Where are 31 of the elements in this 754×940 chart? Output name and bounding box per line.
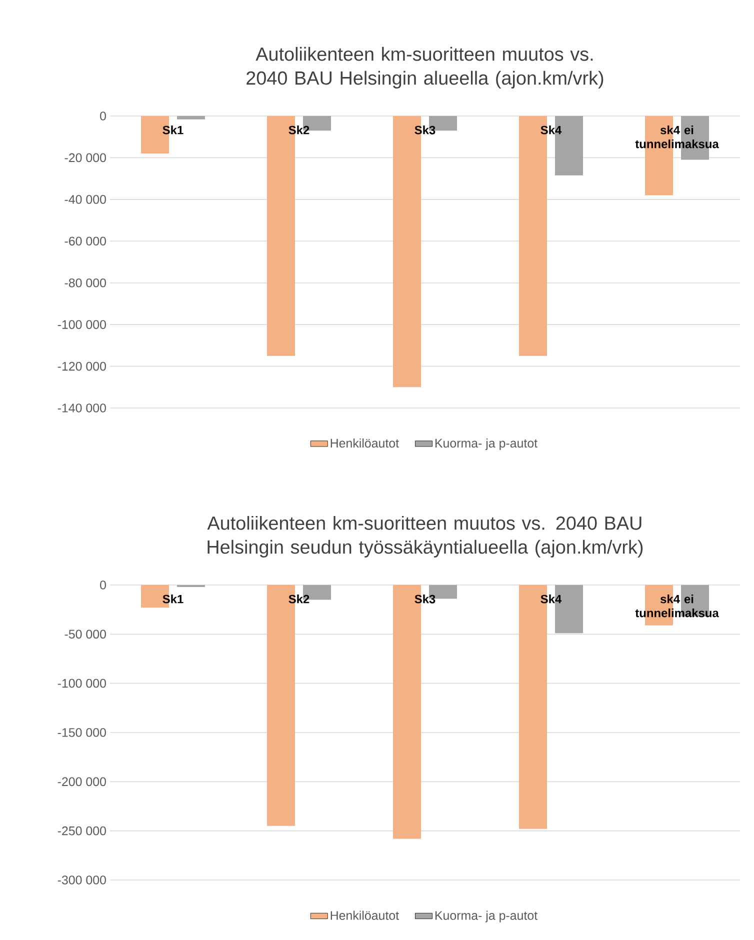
chart-title: Autoliikenteen km-suoritteen muutos vs. 2040 BAU Helsingin seudun työssäkäyntialueella (ajon.km/vrk) (207, 516, 643, 558)
y-tick-label: -250 000 (58, 826, 106, 836)
y-tick-label: -40 000 (64, 195, 106, 204)
y-tick-label: -100 000 (58, 320, 106, 329)
x-tick-label: Sk4 (540, 126, 562, 134)
x-tick-label: Sk3 (414, 126, 436, 134)
y-tick-label: 0 (100, 112, 106, 120)
y-tick-label: -50 000 (64, 630, 106, 639)
x-tick-label: Sk3 (414, 594, 436, 604)
y-tick-label: -140 000 (58, 404, 106, 412)
x-tick-label: sk4 ei tunnelimaksua (635, 126, 719, 148)
y-tick-label: 0 (100, 580, 106, 590)
y-tick-label: -300 000 (58, 876, 106, 884)
chart-title: Autoliikenteen km-suoritteen muutos vs. 2040 BAU Helsingin alueella (ajon.km/vrk) (246, 46, 604, 88)
x-tick-label: Sk4 (540, 594, 562, 604)
y-tick-label: -150 000 (58, 728, 106, 737)
y-tick-label: -80 000 (64, 278, 106, 288)
x-tick-label: sk4 ei tunnelimaksua (635, 594, 719, 618)
x-tick-label: Sk2 (288, 594, 310, 604)
legend-label: Kuorma- ja p-autot (435, 438, 538, 450)
x-tick-label: Sk1 (162, 126, 184, 134)
legend-label: Henkilöautot (330, 438, 399, 448)
x-tick-label: Sk2 (288, 126, 310, 134)
y-tick-label: -200 000 (58, 777, 106, 786)
legend-label: Henkilöautot (330, 910, 399, 920)
y-tick-label: -100 000 (58, 678, 106, 688)
y-tick-label: -60 000 (64, 236, 106, 246)
y-tick-label: -120 000 (58, 362, 106, 371)
x-tick-label: Sk1 (162, 594, 184, 604)
legend-label: Kuorma- ja p-autot (435, 910, 538, 922)
y-tick-label: -20 000 (64, 153, 106, 162)
